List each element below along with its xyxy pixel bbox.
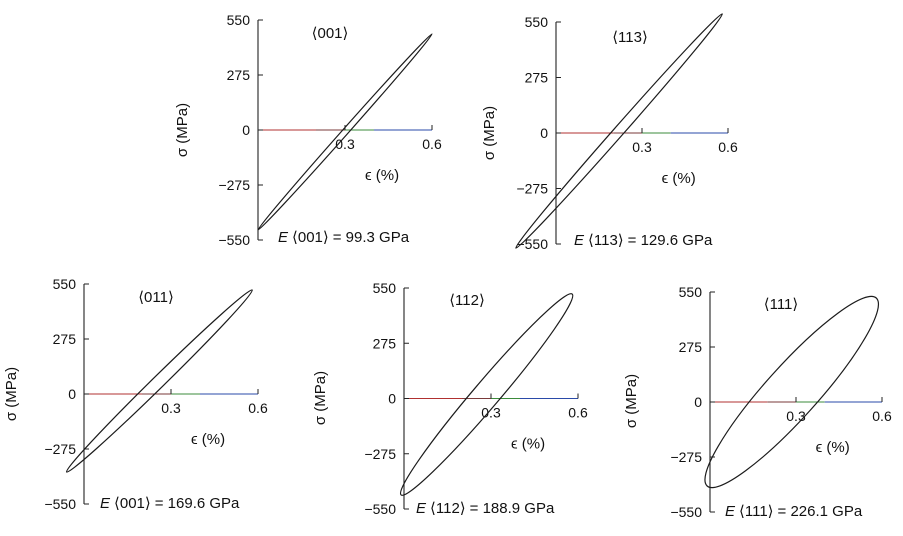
direction-label: ⟨001⟩ (312, 25, 349, 42)
x-axis-label: ϵ (%) (662, 170, 696, 187)
y-axis-label: σ (MPa) (174, 103, 191, 157)
modulus-caption: E ⟨113⟩ = 129.6 GPa (574, 232, 713, 249)
y-tick-label: 0 (388, 391, 396, 407)
y-tick-label: 275 (373, 335, 397, 351)
hysteresis-loop (399, 293, 574, 496)
y-tick-label: 550 (679, 284, 703, 300)
x-tick-label: 0.3 (161, 400, 181, 416)
modulus-direction: ⟨111⟩ (739, 503, 774, 520)
x-tick-label: 0.3 (786, 408, 806, 424)
direction-label: ⟨011⟩ (138, 289, 174, 306)
modulus-caption: E ⟨112⟩ = 188.9 GPa (416, 500, 555, 517)
y-axis-label: σ (MPa) (312, 371, 329, 425)
modulus-value: = 99.3 GPa (333, 229, 410, 246)
x-axis-label: ϵ (%) (365, 167, 399, 184)
direction-label: ⟨111⟩ (764, 296, 799, 313)
y-axis-label: σ (MPa) (3, 367, 20, 421)
y-tick-label: 275 (525, 70, 549, 86)
y-tick-label: 0 (540, 125, 548, 141)
y-tick-label: 0 (242, 122, 250, 138)
x-tick-label: 0.3 (335, 136, 355, 152)
modulus-value: = 226.1 GPa (778, 503, 863, 520)
x-tick-label: 0.6 (872, 408, 892, 424)
x-tick-label: 0.3 (481, 405, 501, 421)
y-tick-label: 0 (694, 394, 702, 410)
y-tick-label: −550 (44, 496, 76, 512)
hysteresis-loop (65, 289, 253, 473)
y-axis-label: σ (MPa) (623, 374, 640, 428)
hysteresis-loop (704, 295, 880, 489)
modulus-value: = 169.6 GPa (155, 495, 240, 512)
y-tick-label: 550 (227, 12, 251, 28)
y-tick-label: −550 (218, 232, 250, 248)
y-tick-label: −275 (670, 449, 702, 465)
modulus-direction: ⟨113⟩ (588, 232, 624, 249)
modulus-symbol: E (416, 500, 427, 517)
y-tick-label: −275 (44, 441, 76, 457)
y-tick-label: 550 (53, 276, 77, 292)
x-tick-label: 0.6 (422, 136, 442, 152)
panel-3: 550 275 0 −275 −550 0.3 0.6 ϵ (%) σ (MPa) ⟨011⟩ E ⟨… (3, 276, 268, 512)
x-axis-label: ϵ (%) (191, 431, 225, 448)
x-tick-label: 0.6 (568, 405, 588, 421)
x-tick-label: 0.6 (248, 400, 268, 416)
y-tick-label: −550 (670, 504, 702, 520)
modulus-value: = 129.6 GPa (628, 232, 713, 249)
y-tick-label: −550 (364, 501, 396, 517)
modulus-caption: E ⟨001⟩ = 99.3 GPa (278, 229, 410, 246)
y-tick-label: 275 (679, 339, 703, 355)
y-tick-label: −550 (516, 236, 548, 252)
modulus-symbol: E (574, 232, 585, 249)
x-axis-label: ϵ (%) (816, 439, 850, 456)
x-tick-label: 0.6 (718, 139, 738, 155)
y-tick-label: −275 (364, 446, 396, 462)
x-axis-label: ϵ (%) (511, 436, 545, 453)
modulus-direction: ⟨001⟩ (292, 229, 329, 246)
y-tick-label: 0 (68, 386, 76, 402)
y-tick-label: 550 (525, 14, 549, 30)
y-tick-label: 275 (227, 67, 251, 83)
modulus-value: = 188.9 GPa (470, 500, 555, 517)
modulus-symbol: E (725, 503, 736, 520)
y-tick-label: 275 (53, 331, 77, 347)
modulus-caption: E ⟨001⟩ = 169.6 GPa (100, 495, 240, 512)
y-tick-label: 550 (373, 280, 397, 296)
direction-label: ⟨113⟩ (612, 29, 648, 46)
modulus-direction: ⟨112⟩ (430, 500, 466, 517)
y-tick-label: −275 (218, 177, 250, 193)
modulus-symbol: E (278, 229, 289, 246)
modulus-direction: ⟨001⟩ (114, 495, 151, 512)
direction-label: ⟨112⟩ (449, 292, 485, 309)
hysteresis-loop (257, 33, 433, 231)
y-tick-label: −275 (516, 181, 548, 197)
hysteresis-loop (515, 13, 723, 249)
x-tick-label: 0.3 (632, 139, 652, 155)
y-axis-label: σ (MPa) (481, 106, 498, 160)
modulus-symbol: E (100, 495, 111, 512)
modulus-caption: E ⟨111⟩ = 226.1 GPa (725, 503, 863, 520)
